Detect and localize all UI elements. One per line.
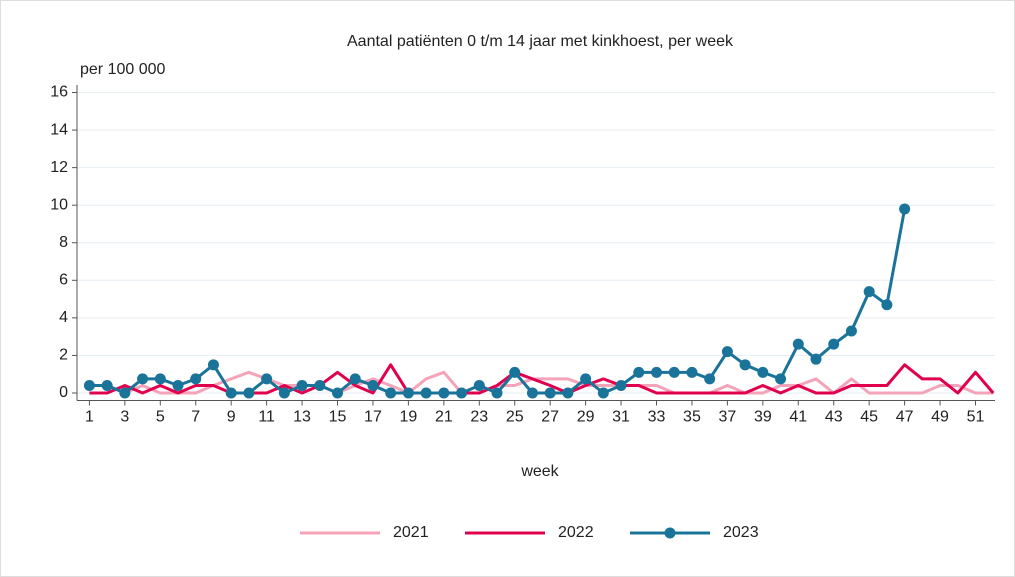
y-tick-label: 2 [59,347,68,364]
point [615,379,627,391]
chart-title: Aantal patiënten 0 t/m 14 jaar met kinkh… [347,33,734,50]
point [881,299,893,311]
point [686,366,698,378]
point [580,373,592,385]
point [154,373,166,385]
x-tick-label: 43 [825,409,843,426]
point [775,373,787,385]
point [101,379,113,391]
point [704,373,716,385]
y-tick-label: 8 [59,234,68,251]
x-tick-label: 31 [612,409,630,426]
point [544,387,556,399]
point [385,387,397,399]
y-tick-label: 12 [50,159,68,176]
y-tick-label: 6 [59,272,68,289]
series-line [89,370,994,395]
point [278,387,290,399]
point [190,373,202,385]
y-tick-label: 4 [59,309,68,326]
x-tick-label: 15 [329,409,347,426]
point [668,366,680,378]
point [633,366,645,378]
point [526,387,538,399]
y-tick-label: 0 [59,384,68,401]
point [651,366,663,378]
point [597,387,609,399]
x-tick-label: 9 [227,409,236,426]
x-tick-label: 49 [931,409,949,426]
x-tick-label: 25 [506,409,524,426]
point [420,387,432,399]
point [721,346,733,358]
y-tick-label: 14 [50,121,68,138]
y-tick-label: 10 [50,196,68,213]
x-tick-label: 41 [789,409,807,426]
x-axis-label: week [520,463,559,480]
y-tick-label: 16 [50,84,68,101]
x-tick-label: 45 [860,409,878,426]
point [119,387,131,399]
point [243,387,255,399]
x-tick-label: 29 [577,409,595,426]
point [349,373,361,385]
point [810,353,822,365]
x-tick-label: 17 [364,409,382,426]
x-tick-label: 51 [967,409,985,426]
point [792,338,804,350]
x-tick-label: 13 [293,409,311,426]
point [207,359,219,371]
x-tick-label: 23 [470,409,488,426]
x-tick-label: 35 [683,409,701,426]
point [332,387,344,399]
x-tick-label: 33 [648,409,666,426]
x-tick-label: 21 [435,409,453,426]
point [863,286,875,298]
y-axis-label: per 100 000 [80,61,166,78]
point [83,379,95,391]
legend-marker [664,527,676,539]
x-tick-label: 19 [400,409,418,426]
point [562,387,574,399]
point [509,366,521,378]
point [367,379,379,391]
point [456,387,468,399]
legend-label: 2021 [393,524,429,541]
x-tick-label: 27 [541,409,559,426]
point [438,387,450,399]
point [739,359,751,371]
point [314,379,326,391]
x-tick-label: 39 [754,409,772,426]
x-tick-label: 47 [896,409,914,426]
point [402,387,414,399]
x-tick-label: 1 [85,409,94,426]
x-tick-label: 37 [718,409,736,426]
point [491,387,503,399]
x-tick-label: 5 [156,409,165,426]
x-tick-label: 3 [120,409,129,426]
point [473,379,485,391]
x-tick-label: 7 [191,409,200,426]
point [757,366,769,378]
x-tick-label: 11 [258,409,275,426]
point [296,379,308,391]
point [828,338,840,350]
point [137,373,149,385]
point [899,203,911,215]
legend-label: 2022 [558,524,594,541]
point [172,379,184,391]
point [225,387,237,399]
point [261,373,273,385]
point [845,325,857,337]
legend-label: 2023 [723,524,759,541]
